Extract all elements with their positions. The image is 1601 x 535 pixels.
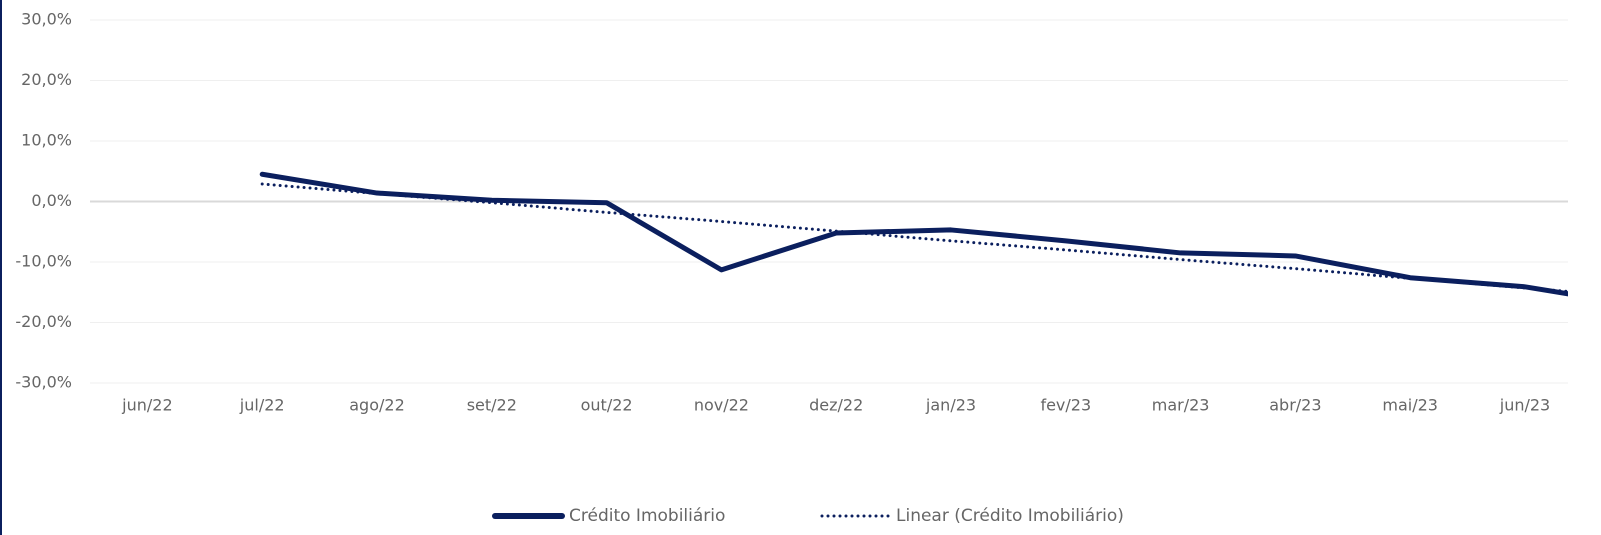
y-tick-label: -10,0% <box>15 252 72 271</box>
x-tick-label: set/22 <box>467 396 517 415</box>
x-tick-label: jun/22 <box>121 396 172 415</box>
x-tick-label: jun/23 <box>1499 396 1550 415</box>
y-tick-label: 0,0% <box>31 191 72 210</box>
y-tick-label: -30,0% <box>15 373 72 392</box>
legend-label: Linear (Crédito Imobiliário) <box>896 506 1124 526</box>
x-tick-label: fev/23 <box>1040 396 1091 415</box>
y-tick-label: 30,0% <box>21 10 72 29</box>
plot-area <box>90 19 1568 384</box>
legend-label: Crédito Imobiliário <box>569 506 725 526</box>
y-tick-label: 20,0% <box>21 70 72 89</box>
trend-line <box>260 182 1568 293</box>
x-tick-label: out/22 <box>581 396 633 415</box>
x-tick-label: jan/23 <box>925 396 976 415</box>
x-tick-label: nov/22 <box>694 396 749 415</box>
x-tick-label: mai/23 <box>1382 396 1438 415</box>
x-tick-label: dez/22 <box>809 396 863 415</box>
x-tick-label: ago/22 <box>349 396 405 415</box>
y-tick-label: 10,0% <box>21 131 72 150</box>
y-tick-label: -20,0% <box>15 312 72 331</box>
x-tick-label: abr/23 <box>1269 396 1321 415</box>
x-tick-label: jul/22 <box>239 396 285 415</box>
x-tick-label: mar/23 <box>1152 396 1210 415</box>
